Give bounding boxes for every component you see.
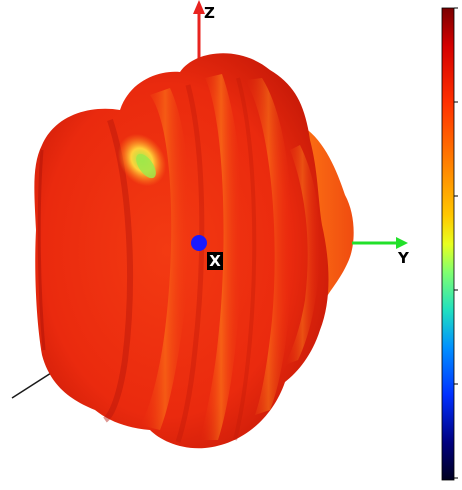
left-lobe-edge [37, 149, 46, 351]
ridge-4 [285, 145, 320, 365]
hotspot-core [136, 153, 156, 179]
valley-1 [102, 119, 133, 423]
valley-2 [175, 84, 205, 443]
colorbar [441, 7, 458, 481]
ridge-1 [140, 88, 191, 430]
origin-marker [191, 235, 207, 251]
z-axis-label: Z [204, 4, 215, 22]
valley-3 [233, 77, 257, 441]
ridge-2 [200, 74, 243, 440]
y-axis-label: Y [397, 249, 410, 267]
colorbar-ticks [454, 7, 458, 479]
x-axis-label: X [207, 252, 223, 270]
ridge-3 [245, 78, 292, 415]
x-axis-label-text: X [209, 252, 221, 270]
y-axis [352, 237, 408, 249]
